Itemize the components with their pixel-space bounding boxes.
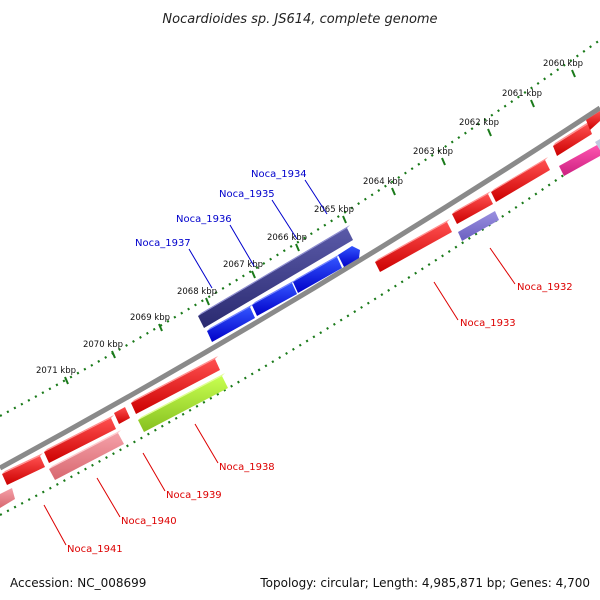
gene-label-noca-1938[interactable]: Noca_1938 (219, 462, 275, 473)
gene-label-noca-1941[interactable]: Noca_1941 (67, 544, 123, 555)
genome-summary-text: Topology: circular; Length: 4,985,871 bp… (259, 576, 590, 590)
gene-bar[interactable] (252, 280, 297, 316)
kbp-tick-mark (158, 323, 163, 332)
kbp-ticks: 2060 kbp 2061 kbp 2062 kbp 2063 kbp 2064 kbp… (36, 59, 583, 385)
gene-bar[interactable] (293, 254, 342, 293)
gene-callouts: Noca_1937 Noca_1936 Noca_1935 Noca_1934 … (43, 169, 573, 555)
map-title: Nocardioides sp. JS614, complete genome (162, 12, 437, 27)
gene-bar[interactable] (0, 488, 15, 508)
gene-bar[interactable] (2, 453, 45, 485)
accession-text: Accession: NC_008699 (10, 576, 146, 590)
kbp-tick-mark (64, 376, 69, 385)
kbp-tick-mark (205, 297, 210, 306)
gene-bar[interactable] (586, 111, 600, 130)
gene-label-noca-1932[interactable]: Noca_1932 (517, 282, 573, 293)
kbp-tick-label: 2071 kbp (36, 366, 76, 376)
gene-bar[interactable] (44, 415, 116, 463)
gene-bar[interactable] (198, 225, 353, 328)
kbp-tick-label: 2062 kbp (459, 118, 499, 128)
kbp-tick-mark (530, 99, 535, 108)
gene-bar[interactable] (375, 219, 452, 272)
kbp-tick-label: 2069 kbp (130, 313, 170, 323)
gene-bar[interactable] (131, 356, 220, 414)
kbp-tick-mark (111, 350, 116, 359)
gene-label-noca-1935[interactable]: Noca_1935 (219, 189, 275, 200)
kbp-tick-label: 2070 kbp (83, 340, 123, 350)
genome-backbone (0, 105, 600, 471)
gene-label-noca-1939[interactable]: Noca_1939 (166, 490, 222, 501)
gene-label-noca-1936[interactable]: Noca_1936 (176, 214, 232, 225)
gene-bar[interactable] (553, 121, 592, 156)
kbp-tick-mark (441, 157, 446, 166)
kbp-tick-mark (295, 243, 300, 252)
kbp-tick-label: 2064 kbp (363, 177, 403, 187)
kbp-tick-label: 2065 kbp (314, 205, 354, 215)
gene-bar[interactable] (114, 407, 130, 424)
kbp-tick-label: 2067 kbp (223, 260, 263, 270)
gene-bar[interactable] (138, 373, 228, 432)
kbp-tick-label: 2063 kbp (413, 147, 453, 157)
gene-label-noca-1933[interactable]: Noca_1933 (460, 318, 516, 329)
kbp-tick-mark (251, 270, 256, 279)
kbp-tick-mark (487, 128, 492, 137)
gene-bar[interactable] (559, 145, 600, 176)
gene-bar[interactable] (452, 191, 493, 224)
gene-label-noca-1937[interactable]: Noca_1937 (135, 238, 191, 249)
gene-bar[interactable] (338, 246, 360, 267)
kbp-tick-label: 2066 kbp (267, 233, 307, 243)
gene-bar[interactable] (491, 157, 550, 202)
gene-bar[interactable] (49, 430, 124, 480)
gene-label-noca-1934[interactable]: Noca_1934 (251, 169, 307, 180)
kbp-tick-label: 2068 kbp (177, 287, 217, 297)
gene-bar[interactable] (207, 304, 255, 342)
kbp-tick-label: 2060 kbp (543, 59, 583, 69)
outer-tick-ring (0, 39, 600, 417)
gene-label-noca-1940[interactable]: Noca_1940 (121, 516, 177, 527)
gene-bar[interactable] (458, 211, 499, 241)
kbp-tick-mark (391, 187, 396, 196)
kbp-tick-label: 2061 kbp (502, 89, 542, 99)
gene-features (0, 111, 600, 508)
gene-bar[interactable] (595, 139, 600, 150)
kbp-tick-mark (342, 215, 347, 224)
kbp-tick-mark (571, 69, 576, 78)
